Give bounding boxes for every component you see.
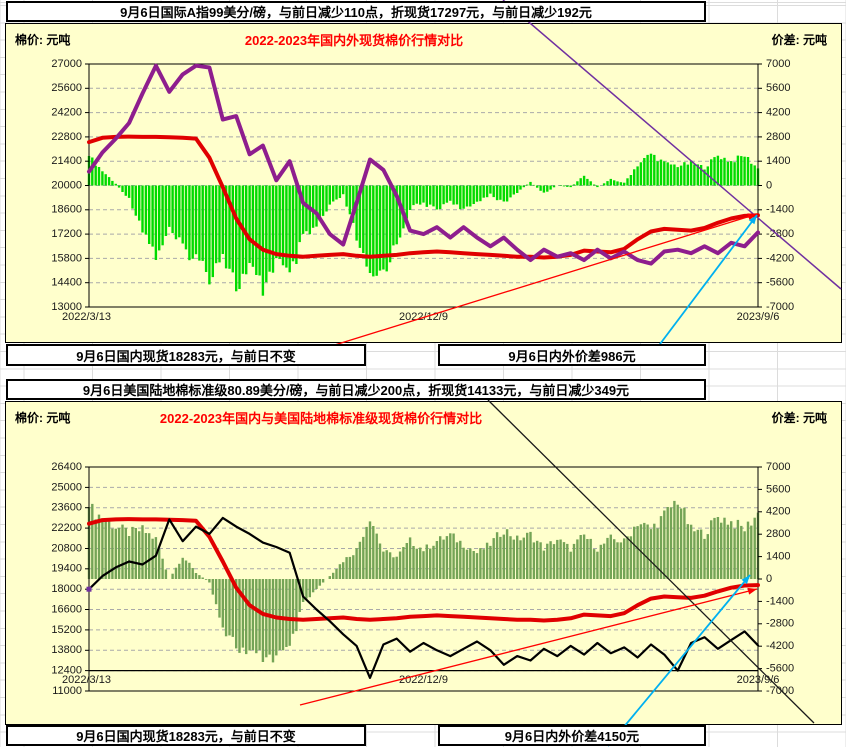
svg-text:2022/12/9: 2022/12/9 bbox=[399, 674, 448, 686]
svg-text:18600: 18600 bbox=[51, 204, 82, 216]
bottom-header-note[interactable]: 9月6日美国陆地棉标准级80.89美分/磅，与前日减少200点，折现货14133… bbox=[6, 379, 706, 400]
svg-text:-5600: -5600 bbox=[766, 663, 794, 675]
svg-text:13000: 13000 bbox=[51, 301, 82, 313]
svg-text:20800: 20800 bbox=[51, 542, 82, 554]
bottom-footer-spread-text: 9月6日内外价差4150元 bbox=[504, 729, 640, 744]
bottom-chart-plot: 26400 25000 23600 22200 20800 19400 18000 16600… bbox=[51, 461, 794, 697]
svg-text:5600: 5600 bbox=[766, 483, 790, 495]
svg-text:0: 0 bbox=[766, 179, 772, 191]
svg-text:13800: 13800 bbox=[51, 644, 82, 656]
top-chart-left-axis-label: 棉价: 元吨 bbox=[15, 33, 71, 47]
svg-text:18000: 18000 bbox=[51, 583, 82, 595]
svg-text:4200: 4200 bbox=[766, 506, 790, 518]
top-footer-spread-note[interactable]: 9月6日内外价差986元 bbox=[438, 344, 706, 366]
top-footer-domestic-note[interactable]: 9月6日国内现货18283元，与前日不变 bbox=[6, 344, 366, 366]
svg-text:2023/9/6: 2023/9/6 bbox=[737, 311, 780, 323]
svg-text:24200: 24200 bbox=[51, 107, 82, 119]
svg-text:23600: 23600 bbox=[51, 502, 82, 514]
svg-text:16600: 16600 bbox=[51, 603, 82, 615]
svg-text:7000: 7000 bbox=[766, 58, 790, 70]
bottom-chart[interactable]: 2022-2023年国内与美国陆地棉标准级现货棉价行情对比 棉价: 元吨 价差:… bbox=[5, 401, 842, 725]
svg-text:-4200: -4200 bbox=[766, 252, 794, 264]
svg-text:22800: 22800 bbox=[51, 131, 82, 143]
top-chart-title: 2022-2023年国内外现货棉价行情对比 bbox=[244, 33, 464, 48]
top-header-text: 9月6日国际A指99美分/磅，与前日减少110点，折现货17297元，与前日减少… bbox=[120, 5, 592, 20]
svg-text:-7000: -7000 bbox=[766, 685, 794, 697]
svg-text:2800: 2800 bbox=[766, 528, 790, 540]
svg-text:0: 0 bbox=[766, 573, 772, 585]
top-footer-spread-text: 9月6日内外价差986元 bbox=[508, 348, 636, 364]
bottom-chart-left-axis-label: 棉价: 元吨 bbox=[15, 411, 71, 425]
svg-text:2022/12/9: 2022/12/9 bbox=[399, 311, 448, 323]
top-chart[interactable]: 2022-2023年国内外现货棉价行情对比 棉价: 元吨 价差: 元吨 2700… bbox=[5, 23, 842, 343]
svg-text:11000: 11000 bbox=[52, 685, 82, 697]
svg-text:15800: 15800 bbox=[51, 252, 82, 264]
svg-text:-1400: -1400 bbox=[766, 204, 794, 216]
top-header-note[interactable]: 9月6日国际A指99美分/磅，与前日减少110点，折现货17297元，与前日减少… bbox=[6, 1, 706, 22]
svg-text:14400: 14400 bbox=[51, 277, 82, 289]
svg-text:26400: 26400 bbox=[51, 461, 82, 473]
svg-text:4200: 4200 bbox=[766, 107, 790, 119]
bottom-chart-title: 2022-2023年国内与美国陆地棉标准级现货棉价行情对比 bbox=[159, 411, 483, 426]
svg-text:1400: 1400 bbox=[766, 551, 790, 563]
svg-text:5600: 5600 bbox=[766, 82, 790, 94]
bottom-footer-domestic-note[interactable]: 9月6日国内现货18283元，与前日不变 bbox=[6, 725, 366, 746]
svg-text:21400: 21400 bbox=[51, 155, 82, 167]
svg-text:15200: 15200 bbox=[51, 624, 82, 636]
svg-text:20000: 20000 bbox=[51, 179, 82, 191]
svg-text:-2800: -2800 bbox=[766, 618, 794, 630]
bottom-footer-spread-note[interactable]: 9月6日内外价差4150元 bbox=[438, 725, 706, 746]
bottom-header-text: 9月6日美国陆地棉标准级80.89美分/磅，与前日减少200点，折现货14133… bbox=[82, 383, 630, 398]
top-footer-domestic-text: 9月6日国内现货18283元，与前日不变 bbox=[76, 348, 296, 364]
svg-text:-2800: -2800 bbox=[766, 228, 794, 240]
svg-text:17200: 17200 bbox=[51, 228, 82, 240]
svg-text:7000: 7000 bbox=[766, 461, 790, 473]
svg-text:22200: 22200 bbox=[51, 522, 82, 534]
svg-text:19400: 19400 bbox=[51, 563, 82, 575]
svg-text:25000: 25000 bbox=[51, 481, 82, 493]
bottom-footer-domestic-text: 9月6日国内现货18283元，与前日不变 bbox=[76, 729, 296, 744]
svg-text:-7000: -7000 bbox=[766, 301, 794, 313]
svg-text:1400: 1400 bbox=[766, 155, 790, 167]
svg-text:-1400: -1400 bbox=[766, 595, 794, 607]
top-chart-plot: 27000 25600 24200 22800 21400 20000 18600 17200… bbox=[51, 58, 794, 323]
svg-text:-5600: -5600 bbox=[766, 277, 794, 289]
svg-text:2023/9/6: 2023/9/6 bbox=[737, 674, 780, 686]
svg-text:2800: 2800 bbox=[766, 131, 790, 143]
svg-text:12400: 12400 bbox=[51, 665, 82, 677]
svg-text:2022/3/13: 2022/3/13 bbox=[62, 674, 111, 686]
svg-text:25600: 25600 bbox=[51, 82, 82, 94]
svg-text:-4200: -4200 bbox=[766, 640, 794, 652]
svg-text:2022/3/13: 2022/3/13 bbox=[62, 311, 111, 323]
svg-text:27000: 27000 bbox=[51, 58, 82, 70]
